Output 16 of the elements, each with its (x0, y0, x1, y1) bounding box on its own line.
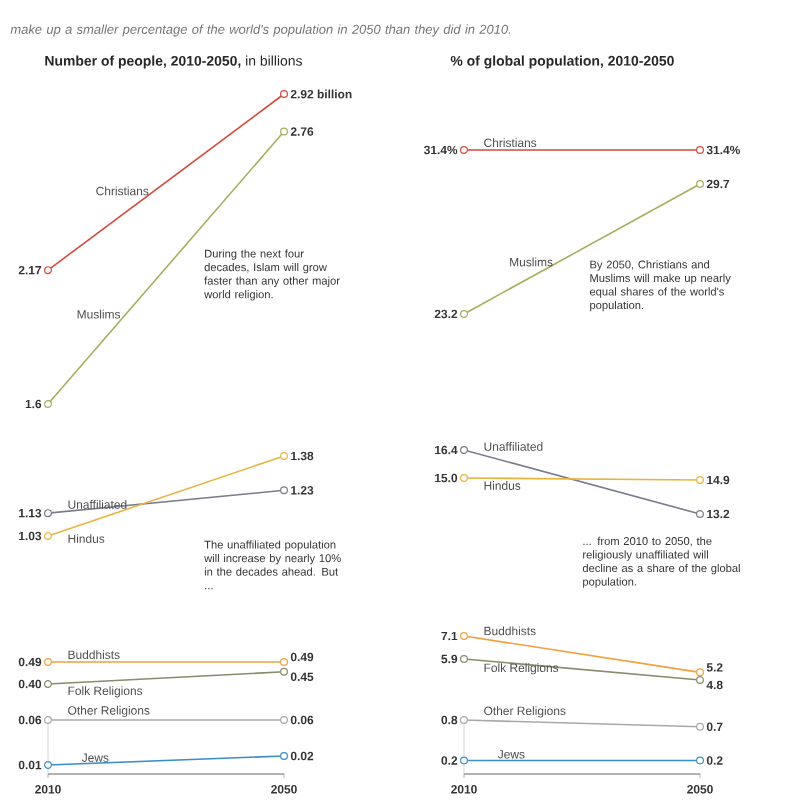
point (280, 127, 288, 136)
point (280, 452, 288, 460)
point (44, 509, 52, 518)
point (460, 632, 468, 640)
point (44, 266, 52, 275)
point (280, 90, 288, 98)
point (460, 654, 468, 663)
point (696, 510, 704, 518)
point (280, 486, 288, 495)
point (460, 474, 468, 482)
point (44, 532, 52, 540)
point (696, 668, 704, 677)
point (44, 400, 52, 408)
point (460, 446, 468, 454)
point (696, 476, 704, 484)
point (696, 676, 704, 684)
